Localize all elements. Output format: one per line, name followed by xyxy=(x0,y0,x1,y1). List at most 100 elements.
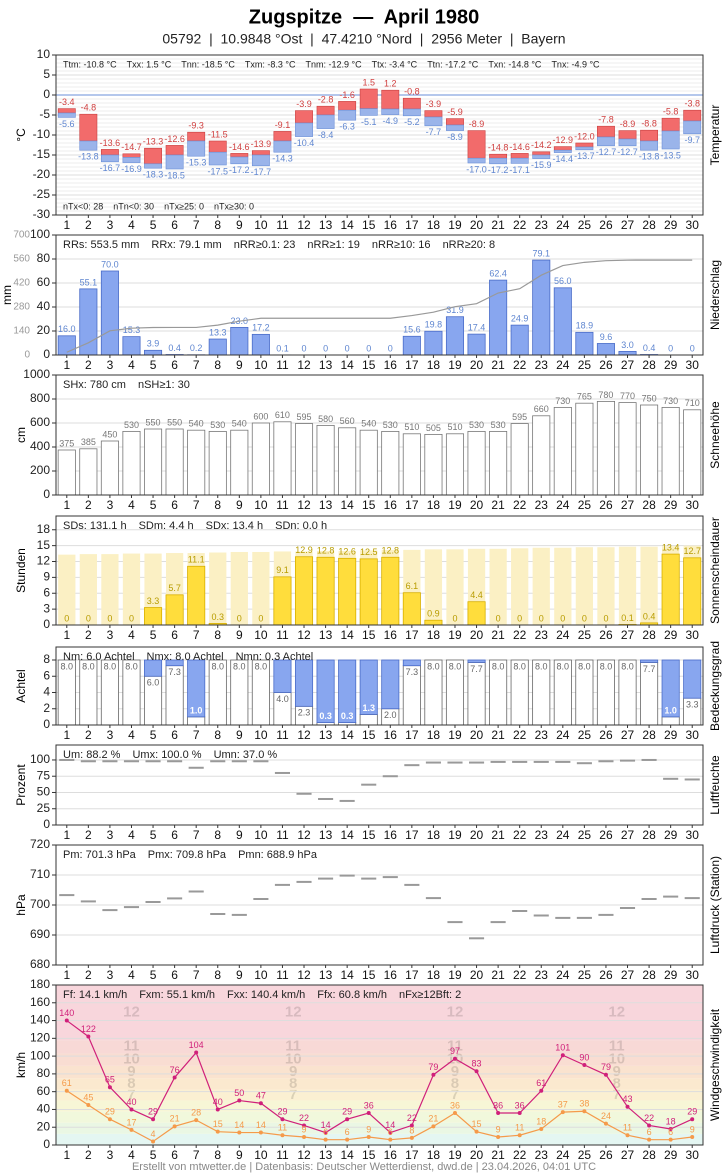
beaufort-label: 7 xyxy=(127,1086,135,1103)
series-point xyxy=(690,1135,695,1139)
value-label: 12.5 xyxy=(360,547,378,557)
x-tick-label: 24 xyxy=(556,628,570,642)
beaufort-label: 11 xyxy=(609,1038,625,1055)
value-label: 21 xyxy=(428,1114,438,1124)
series-line xyxy=(66,1090,693,1143)
value-label: 24 xyxy=(601,1111,611,1121)
temp-min-part xyxy=(510,157,529,164)
x-tick-label: 1 xyxy=(63,1148,70,1162)
series-point xyxy=(237,1130,242,1135)
bar xyxy=(144,607,163,626)
x-tick-label: 4 xyxy=(128,218,135,232)
x-tick-label: 13 xyxy=(319,498,333,512)
beaufort-label: 9 xyxy=(613,1063,621,1080)
possible-bar xyxy=(424,549,443,625)
stat-text: Nm: 6.0 Achtel xyxy=(63,651,135,663)
value-label: 780 xyxy=(598,390,613,400)
value-label: 560 xyxy=(340,416,355,426)
x-tick-label: 1 xyxy=(63,498,70,512)
x-tick-label: 30 xyxy=(686,1148,700,1162)
stat-text: Pm: 701.3 hPa xyxy=(63,849,137,861)
plot-background xyxy=(56,516,703,625)
value-label: 14 xyxy=(321,1120,331,1130)
x-tick-label: 18 xyxy=(427,358,441,372)
stat-text: SDn: 0.0 h xyxy=(275,520,327,532)
bar xyxy=(79,448,98,496)
y-tick-label: 12 xyxy=(37,554,51,568)
value-label: 36 xyxy=(450,1100,460,1110)
series-point xyxy=(668,1127,673,1131)
min-label: -17.0 xyxy=(466,164,487,174)
temp-min-part xyxy=(402,108,421,117)
bar xyxy=(424,433,443,496)
min-label: -12.7 xyxy=(596,147,617,157)
value-label: 29 xyxy=(687,1107,697,1117)
value-label: 0 xyxy=(560,613,565,623)
cloud-bar xyxy=(359,714,378,726)
panel-title: Niederschlag xyxy=(708,260,722,330)
y2-tick-label: 280 xyxy=(13,302,30,313)
stat-text: Tnn: -18.5 °C xyxy=(181,59,235,69)
possible-bar xyxy=(575,547,594,625)
panel-title: Sonnenscheindauer xyxy=(708,517,722,624)
page-subtitle: 05792 | 10.9848 °Ost | 47.4210 °Nord | 2… xyxy=(162,31,565,47)
max-label: -3.9 xyxy=(296,99,312,109)
stat-text: nFx≥12Bft: 2 xyxy=(399,989,461,1001)
y-tick-label: 20 xyxy=(37,1119,51,1133)
series-point xyxy=(86,1034,91,1039)
y-tick-label: 120 xyxy=(30,1031,50,1045)
y-tick-label: 720 xyxy=(30,837,50,851)
value-label: 37 xyxy=(558,1099,568,1109)
value-label: 14 xyxy=(385,1120,395,1130)
value-label: 450 xyxy=(102,429,117,439)
x-tick-label: 2 xyxy=(85,828,92,842)
x-tick-label: 23 xyxy=(535,218,549,232)
bar xyxy=(683,409,702,496)
value-label: 0.4 xyxy=(643,611,656,621)
y-tick-label: 5 xyxy=(43,67,50,81)
value-label: 710 xyxy=(685,398,700,408)
temp-min-part xyxy=(661,130,680,150)
series-point xyxy=(474,1069,479,1074)
y-axis-label: Prozent xyxy=(14,764,28,806)
temp-min-part xyxy=(575,146,594,151)
bar xyxy=(467,430,486,496)
temp-max-part xyxy=(359,88,378,109)
max-label: 1.5 xyxy=(362,77,375,87)
x-tick-label: 3 xyxy=(107,218,114,232)
footer: Erstellt von mtwetter.de | Datenbasis: D… xyxy=(132,1161,596,1173)
bar xyxy=(100,440,119,496)
series-point xyxy=(409,1135,414,1140)
value-label: 2.0 xyxy=(384,710,397,720)
temp-max-part xyxy=(446,118,464,126)
x-tick-label: 20 xyxy=(470,828,484,842)
bar xyxy=(445,316,465,356)
x-tick-label: 22 xyxy=(513,728,527,742)
series-point xyxy=(388,1137,393,1142)
x-tick-label: 28 xyxy=(642,358,656,372)
x-tick-label: 13 xyxy=(319,828,333,842)
value-label: 8.0 xyxy=(621,661,634,671)
max-label: -3.9 xyxy=(426,99,442,109)
x-tick-label: 10 xyxy=(254,498,268,512)
beaufort-band xyxy=(56,1078,703,1090)
x-tick-label: 5 xyxy=(150,1148,157,1162)
min-label: -17.2 xyxy=(229,165,250,175)
x-tick-label: 7 xyxy=(193,498,200,512)
value-label: 40 xyxy=(126,1097,136,1107)
series-point xyxy=(668,1137,673,1142)
stat-text: Nmx: 8.0 Achtel xyxy=(147,651,224,663)
beaufort-label: 10 xyxy=(608,1051,625,1068)
value-label: 0 xyxy=(302,343,307,353)
series-point xyxy=(560,1110,565,1115)
stat-text: nRR≥1: 19 xyxy=(307,239,360,251)
beaufort-label: 7 xyxy=(289,1086,297,1103)
min-label: -5.2 xyxy=(404,117,420,127)
bar xyxy=(532,259,551,356)
value-label: 0 xyxy=(690,343,695,353)
beaufort-label: 8 xyxy=(451,1075,459,1092)
x-tick-label: 3 xyxy=(107,1148,114,1162)
wind-band xyxy=(56,1133,703,1145)
